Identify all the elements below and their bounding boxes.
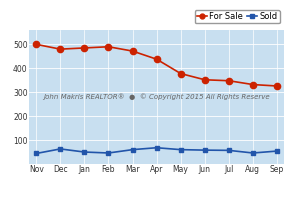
- Text: John Makris REALTOR®  ●  © Copyright 2015 All Rights Reserve: John Makris REALTOR® ● © Copyright 2015 …: [43, 94, 270, 100]
- Legend: For Sale, Sold: For Sale, Sold: [195, 10, 280, 23]
